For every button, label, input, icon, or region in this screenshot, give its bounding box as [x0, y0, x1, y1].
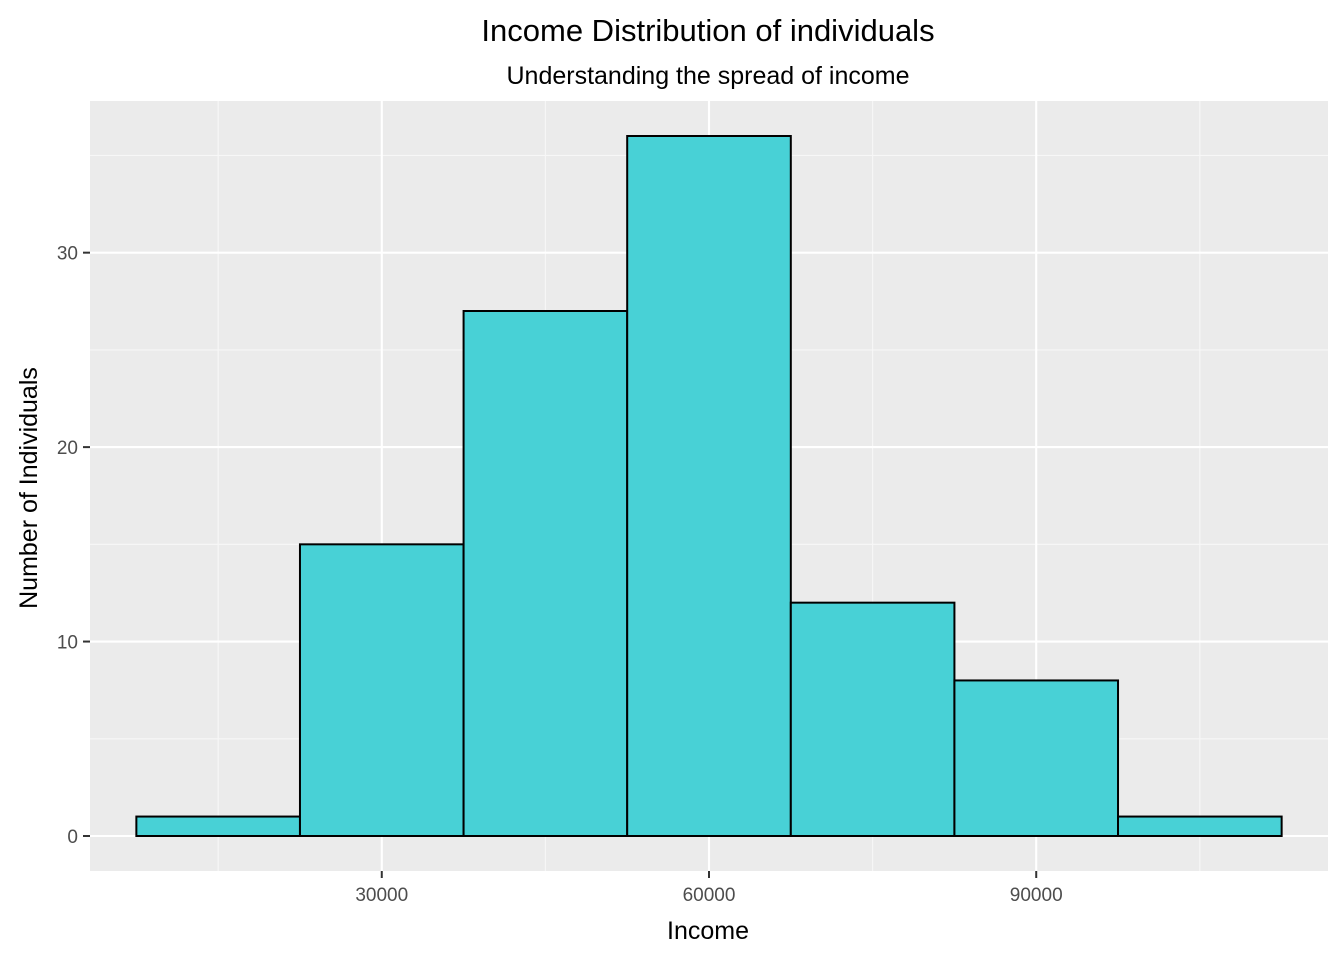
axis-ticks: 0 10 20 30 30000 60000 90000 — [57, 244, 1063, 906]
chart-subtitle: Understanding the spread of income — [506, 62, 909, 90]
histogram-bar — [298, 543, 465, 837]
y-axis-title: Number of Individuals — [15, 367, 43, 609]
y-tick-label: 0 — [67, 827, 78, 848]
x-tick-label: 60000 — [683, 885, 736, 906]
y-tick-label: 20 — [57, 438, 78, 459]
y-tick-label: 10 — [57, 633, 78, 654]
histogram-bar — [953, 679, 1120, 838]
histogram-bar — [789, 601, 956, 838]
x-tick-label: 30000 — [355, 885, 408, 906]
y-tick-label: 30 — [57, 244, 78, 265]
x-tick-label: 90000 — [1010, 885, 1063, 906]
histogram-bars — [135, 135, 1283, 838]
x-axis-title: Income — [667, 917, 749, 945]
histogram-bar — [626, 135, 792, 837]
histogram-bar — [462, 310, 629, 837]
chart-title: Income Distribution of individuals — [481, 13, 934, 48]
histogram-bar — [1117, 815, 1283, 837]
histogram-bar — [135, 815, 301, 837]
